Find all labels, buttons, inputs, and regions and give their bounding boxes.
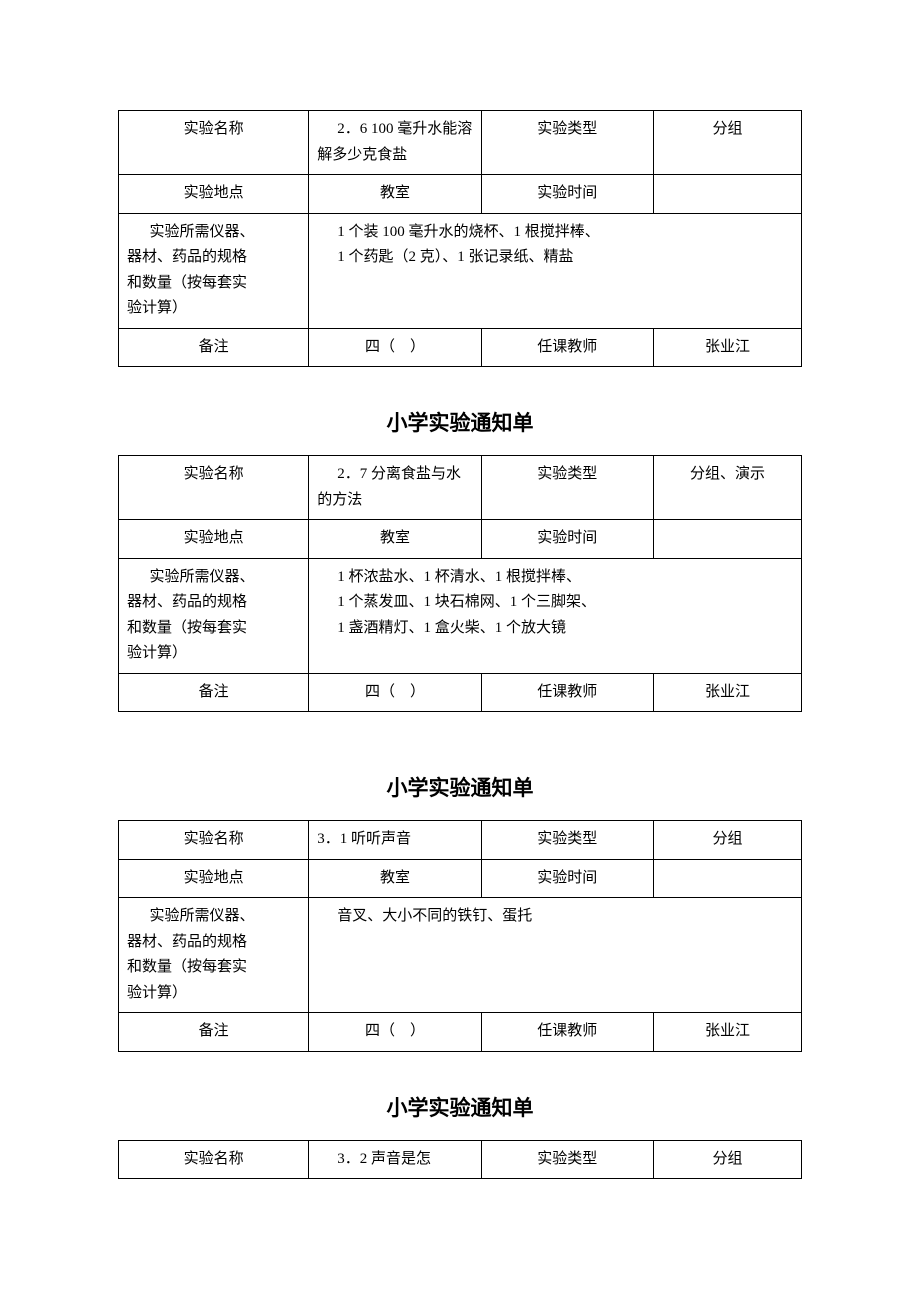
value-remark: 四（ ） [309,1013,481,1052]
label-experiment-name: 实验名称 [119,456,309,520]
table-row: 实验地点 教室 实验时间 [119,520,802,559]
value-teacher: 张业江 [653,673,801,712]
value-materials: 音叉、大小不同的铁钉、蛋托 [309,898,802,1013]
label-experiment-place: 实验地点 [119,859,309,898]
label-teacher: 任课教师 [481,328,653,367]
label-materials: 实验所需仪器、 器材、药品的规格 和数量（按每套实 验计算） [119,213,309,328]
table-row: 实验地点 教室 实验时间 [119,175,802,214]
value-experiment-name: 3．2 声音是怎 [309,1140,481,1179]
value-materials: 1 个装 100 毫升水的烧杯、1 根搅拌棒、1 个药匙（2 克）、1 张记录纸… [309,213,802,328]
value-experiment-type: 分组 [653,1140,801,1179]
label-experiment-type: 实验类型 [481,111,653,175]
label-remark: 备注 [119,328,309,367]
value-experiment-place: 教室 [309,859,481,898]
table-row: 实验地点 教室 实验时间 [119,859,802,898]
table-row: 备注 四（ ） 任课教师 张业江 [119,1013,802,1052]
value-experiment-type: 分组 [653,111,801,175]
value-experiment-place: 教室 [309,520,481,559]
value-teacher: 张业江 [653,1013,801,1052]
label-experiment-time: 实验时间 [481,175,653,214]
table-row: 实验名称 3．1 听听声音 实验类型 分组 [119,821,802,860]
value-remark: 四（ ） [309,328,481,367]
label-experiment-place: 实验地点 [119,175,309,214]
label-experiment-place: 实验地点 [119,520,309,559]
table-row: 备注 四（ ） 任课教师 张业江 [119,673,802,712]
table-row: 实验名称 2．7 分离食盐与水的方法 实验类型 分组、演示 [119,456,802,520]
label-experiment-type: 实验类型 [481,1140,653,1179]
table-row: 实验所需仪器、 器材、药品的规格 和数量（按每套实 验计算） 音叉、大小不同的铁… [119,898,802,1013]
table-row: 实验名称 2．6 100 毫升水能溶解多少克食盐 实验类型 分组 [119,111,802,175]
experiment-form-4: 实验名称 3．2 声音是怎 实验类型 分组 [118,1140,802,1180]
label-teacher: 任课教师 [481,673,653,712]
value-experiment-name: 3．1 听听声音 [309,821,481,860]
form-title-2: 小学实验通知单 [118,407,802,437]
value-materials: 1 杯浓盐水、1 杯清水、1 根搅拌棒、1 个蒸发皿、1 块石棉网、1 个三脚架… [309,558,802,673]
label-teacher: 任课教师 [481,1013,653,1052]
label-materials: 实验所需仪器、 器材、药品的规格 和数量（按每套实 验计算） [119,898,309,1013]
value-experiment-name: 2．7 分离食盐与水的方法 [309,456,481,520]
experiment-form-1: 实验名称 2．6 100 毫升水能溶解多少克食盐 实验类型 分组 实验地点 教室… [118,110,802,367]
label-experiment-type: 实验类型 [481,456,653,520]
document-page: 实验名称 2．6 100 毫升水能溶解多少克食盐 实验类型 分组 实验地点 教室… [0,0,920,1219]
table-row: 实验所需仪器、 器材、药品的规格 和数量（按每套实 验计算） 1 个装 100 … [119,213,802,328]
value-teacher: 张业江 [653,328,801,367]
value-experiment-place: 教室 [309,175,481,214]
experiment-form-3: 实验名称 3．1 听听声音 实验类型 分组 实验地点 教室 实验时间 实验所需仪… [118,820,802,1052]
label-materials: 实验所需仪器、 器材、药品的规格 和数量（按每套实 验计算） [119,558,309,673]
label-experiment-name: 实验名称 [119,1140,309,1179]
label-experiment-name: 实验名称 [119,821,309,860]
label-remark: 备注 [119,673,309,712]
value-remark: 四（ ） [309,673,481,712]
label-experiment-type: 实验类型 [481,821,653,860]
value-experiment-time [653,859,801,898]
experiment-form-2: 实验名称 2．7 分离食盐与水的方法 实验类型 分组、演示 实验地点 教室 实验… [118,455,802,712]
form-title-4: 小学实验通知单 [118,1092,802,1122]
value-experiment-type: 分组、演示 [653,456,801,520]
label-remark: 备注 [119,1013,309,1052]
value-experiment-time [653,520,801,559]
value-experiment-type: 分组 [653,821,801,860]
label-experiment-name: 实验名称 [119,111,309,175]
label-experiment-time: 实验时间 [481,859,653,898]
value-experiment-time [653,175,801,214]
value-experiment-name: 2．6 100 毫升水能溶解多少克食盐 [309,111,481,175]
table-row: 备注 四（ ） 任课教师 张业江 [119,328,802,367]
form-title-3: 小学实验通知单 [118,772,802,802]
table-row: 实验名称 3．2 声音是怎 实验类型 分组 [119,1140,802,1179]
label-experiment-time: 实验时间 [481,520,653,559]
table-row: 实验所需仪器、 器材、药品的规格 和数量（按每套实 验计算） 1 杯浓盐水、1 … [119,558,802,673]
